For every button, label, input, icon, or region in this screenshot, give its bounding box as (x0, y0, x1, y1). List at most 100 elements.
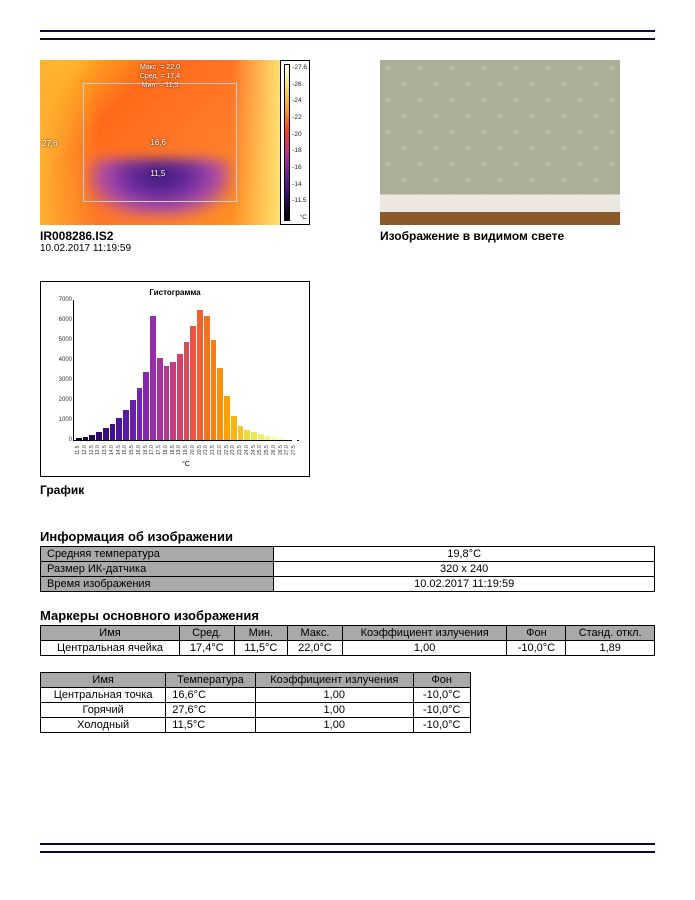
markers-table-header: ИмяСред.Мин.Макс.Коэффициент излученияФо… (41, 626, 655, 641)
histogram-bar (177, 354, 183, 440)
table-cell: -10,0°C (413, 718, 470, 733)
info-label: Время изображения (41, 577, 274, 592)
histogram-bar (96, 432, 102, 440)
table-cell: Центральная точка (41, 688, 166, 703)
table-cell: 1,89 (566, 641, 655, 656)
histogram-bar (231, 416, 237, 440)
histogram-xtick: 11.5 (75, 441, 81, 459)
histogram-block: Гистограмма 0100020003000400050006000700… (40, 281, 310, 497)
colorbar-ticks: -27.6-26-24-22-20-18-16-14-11.5°C (292, 64, 307, 221)
histogram-bar (143, 372, 149, 440)
histogram-ytick: 7000 (50, 297, 72, 303)
histogram-bar (197, 310, 203, 440)
histogram-xtick: 22.5 (224, 441, 230, 459)
histogram-xtick: 27.0 (284, 441, 290, 459)
info-value: 10.02.2017 11:19:59 (274, 577, 655, 592)
histogram-caption: График (40, 483, 310, 497)
histogram-ytick: 1000 (50, 417, 72, 423)
visible-caption: Изображение в видимом свете (380, 229, 620, 255)
histogram-ytick: 3000 (50, 377, 72, 383)
info-label: Размер ИК-датчика (41, 562, 274, 577)
thermal-image: Макс. = 22,0 Сред. = 17,4 Мин. = 11,5 27… (40, 60, 280, 225)
table-col-header: Коэффициент излучения (342, 626, 507, 641)
table-cell: 17,4°C (180, 641, 235, 656)
thermal-marker-bottom: 11,5 (150, 169, 165, 178)
histogram-bar (170, 362, 176, 440)
histogram-xtick: 23.0 (230, 441, 236, 459)
info-label: Средняя температура (41, 547, 274, 562)
histogram-xunit: °C (73, 461, 299, 468)
histogram-xtick: 27.5 (291, 441, 297, 459)
table-cell: 16,6°C (166, 688, 255, 703)
table-row: Горячий27,6°C1,00-10,0°C (41, 703, 471, 718)
histogram-bar (184, 342, 190, 440)
table-cell: Центральная ячейка (41, 641, 180, 656)
histogram-plot: 01000200030004000500060007000 (73, 300, 299, 441)
table-col-header: Имя (41, 626, 180, 641)
colorbar-tick: -11.5 (292, 197, 307, 204)
markers-table-body: Центральная ячейка17,4°C11,5°C22,0°C1,00… (41, 641, 655, 656)
histogram-bar (150, 316, 156, 440)
histogram-xtick: 14.0 (109, 441, 115, 459)
thermal-marker-left: 27,6 (42, 139, 58, 148)
thermal-image-wrap: Макс. = 22,0 Сред. = 17,4 Мин. = 11,5 27… (40, 60, 310, 225)
table-cell: Холодный (41, 718, 166, 733)
histogram-box: Гистограмма 0100020003000400050006000700… (40, 281, 310, 477)
histogram-xtick: 23.5 (237, 441, 243, 459)
histogram-bar (137, 388, 143, 440)
histogram-ytick: 0 (50, 437, 72, 443)
markers-table-title: Маркеры основного изображения (40, 608, 655, 623)
thermal-marker-center: 16,6 (150, 138, 166, 147)
histogram-xtick: 25.0 (257, 441, 263, 459)
histogram-bar (89, 435, 95, 440)
histogram-xtick: 13.5 (102, 441, 108, 459)
table-cell: -10,0°C (413, 703, 470, 718)
histogram-bar (116, 418, 122, 440)
colorbar-tick: -18 (292, 147, 307, 154)
thermal-filename: IR008286.IS2 (40, 229, 310, 243)
histogram-xtick: 15.5 (129, 441, 135, 459)
info-table-body: Средняя температура19,8°CРазмер ИК-датчи… (41, 547, 655, 592)
markers-table: ИмяСред.Мин.Макс.Коэффициент излученияФо… (40, 625, 655, 656)
thermal-block: Макс. = 22,0 Сред. = 17,4 Мин. = 11,5 27… (40, 60, 310, 255)
visible-block: Изображение в видимом свете (380, 60, 620, 255)
histogram-xtick: 20.0 (190, 441, 196, 459)
info-table-title: Информация об изображении (40, 529, 655, 544)
table-row: Центральная точка16,6°C1,00-10,0°C (41, 688, 471, 703)
colorbar-tick: -16 (292, 164, 307, 171)
histogram-bar (76, 438, 82, 440)
histogram-bar (285, 439, 291, 440)
histogram-bar (258, 434, 264, 440)
images-row: Макс. = 22,0 Сред. = 17,4 Мин. = 11,5 27… (40, 60, 655, 255)
histogram-bar (278, 438, 284, 440)
bottom-double-rule (40, 843, 655, 853)
histogram-xlabels: 11.512.012.513.013.514.014.515.015.516.0… (73, 441, 299, 459)
table-col-header: Сред. (180, 626, 235, 641)
histogram-bar (123, 410, 129, 440)
histogram-bar (157, 358, 163, 440)
table-col-header: Станд. откл. (566, 626, 655, 641)
histogram-xtick: 25.5 (264, 441, 270, 459)
table-row: Средняя температура19,8°C (41, 547, 655, 562)
table-col-header: Фон (413, 673, 470, 688)
histogram-bar (265, 436, 271, 440)
histogram-bar (211, 340, 217, 440)
histogram-bar (251, 432, 257, 440)
colorbar-tick: -14 (292, 181, 307, 188)
histogram-bar (83, 437, 89, 440)
histogram-ytick: 6000 (50, 317, 72, 323)
table-col-header: Коэффициент излучения (255, 673, 413, 688)
histogram-title: Гистограмма (51, 288, 299, 297)
histogram-xtick: 18.0 (163, 441, 169, 459)
colorbar-tick: -22 (292, 114, 307, 121)
roi-max: Макс. = 22,0 (140, 63, 180, 72)
table-cell: 1,00 (255, 688, 413, 703)
histogram-xtick: 21.0 (203, 441, 209, 459)
roi-avg: Сред. = 17,4 (140, 72, 180, 81)
histogram-bar (217, 368, 223, 440)
histogram-xtick: 18.5 (170, 441, 176, 459)
table-row: Размер ИК-датчика320 x 240 (41, 562, 655, 577)
points-table-body: Центральная точка16,6°C1,00-10,0°CГорячи… (41, 688, 471, 733)
table-cell: 1,00 (342, 641, 507, 656)
points-table-section: ИмяТемператураКоэффициент излученияФон Ц… (40, 672, 655, 733)
